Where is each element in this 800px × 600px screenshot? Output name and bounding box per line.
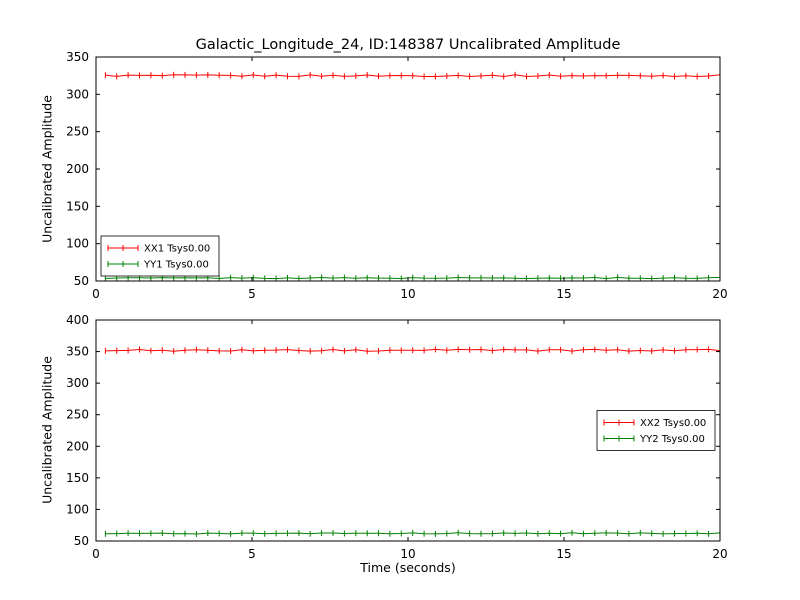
x-tick-label: 10 [400, 287, 415, 301]
y-tick-label: 200 [66, 439, 89, 453]
y-tick-label: 300 [66, 87, 89, 101]
x-tick-label: 5 [248, 287, 256, 301]
y-axis-label-top: Uncalibrated Amplitude [39, 95, 55, 243]
x-tick-label: 10 [400, 547, 415, 561]
y-tick-label: 300 [66, 376, 89, 390]
legend-box [100, 235, 220, 277]
y-tick-label: 100 [66, 237, 89, 251]
y-tick-label: 50 [74, 534, 89, 548]
legend-label: XX1 Tsys0.00 [144, 244, 210, 255]
legend-label: XX2 Tsys0.00 [640, 418, 706, 429]
legend: XX2 Tsys0.00 YY2 Tsys0.00 [596, 410, 716, 451]
series-yy2 [104, 529, 721, 537]
y-tick-label: 200 [66, 162, 89, 176]
y-tick-label: 150 [66, 199, 89, 213]
y-axis-label-bottom: Uncalibrated Amplitude [39, 356, 55, 504]
legend-label: YY2 Tsys0.00 [639, 434, 705, 445]
x-tick-label: 0 [92, 547, 100, 561]
x-tick-label: 20 [712, 287, 727, 301]
legend-label: YY1 Tsys0.00 [143, 260, 209, 271]
series-xx1 [104, 71, 721, 80]
x-tick-label: 15 [556, 547, 571, 561]
x-tick-label: 5 [248, 547, 256, 561]
x-axis-label: Time (seconds) [360, 560, 456, 575]
y-tick-label: 400 [66, 313, 89, 327]
x-tick-label: 15 [556, 287, 571, 301]
x-tick-label: 0 [92, 287, 100, 301]
series-xx2 [104, 346, 721, 355]
y-tick-label: 250 [66, 408, 89, 422]
legend: XX1 Tsys0.00 YY1 Tsys0.00 [100, 235, 220, 277]
y-tick-label: 350 [66, 345, 89, 359]
y-tick-label: 350 [66, 50, 89, 64]
y-tick-label: 150 [66, 471, 89, 485]
chart-title: Galactic_Longitude_24, ID:148387 Uncalib… [195, 37, 621, 53]
y-tick-label: 100 [66, 502, 89, 516]
x-tick-label: 20 [712, 547, 727, 561]
legend-box [596, 410, 716, 451]
y-tick-label: 50 [74, 274, 89, 288]
y-tick-label: 250 [66, 125, 89, 139]
